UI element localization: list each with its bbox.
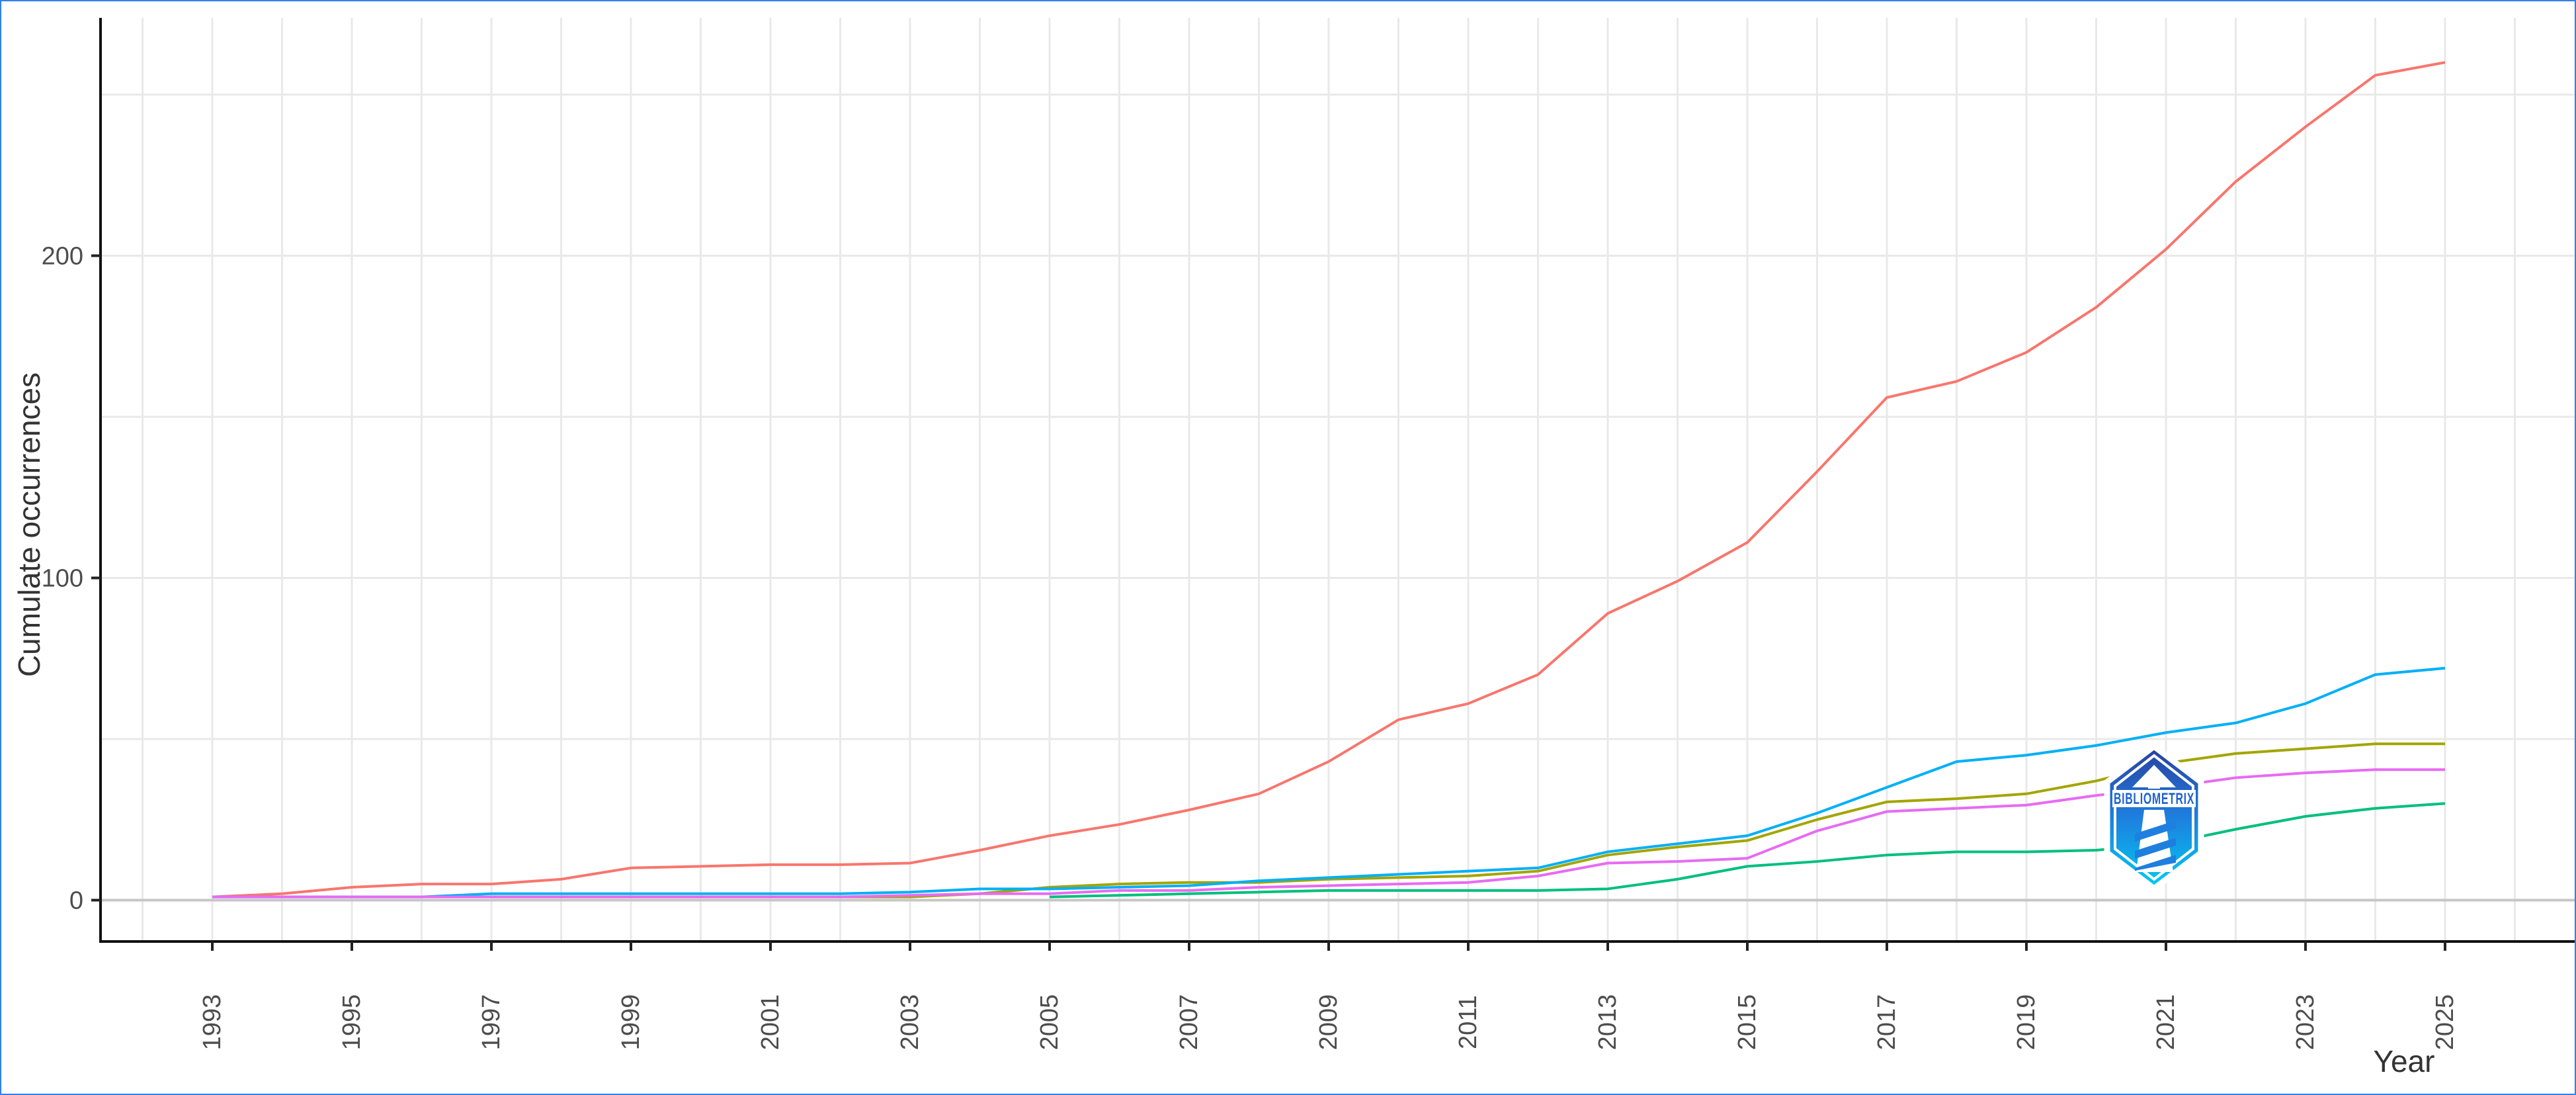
y-axis-title: Cumulate occurrences (12, 372, 46, 677)
logo-lighthouse-lantern (2148, 774, 2160, 789)
x-tick-label: 2023 (2292, 994, 2319, 1051)
x-tick-label: 2003 (896, 994, 924, 1051)
y-tick-label: 200 (42, 243, 83, 271)
logo-band (2112, 790, 2196, 807)
series-lines-layer (212, 61, 2446, 898)
y-tick-label: 0 (69, 887, 83, 915)
x-tick-label: 2017 (1873, 994, 1901, 1051)
x-tick-label: 2009 (1315, 994, 1343, 1051)
x-tick-label: 2019 (2013, 994, 2040, 1051)
series-line-salmon (212, 61, 2446, 898)
x-axis-title: Year (2374, 1044, 2435, 1078)
series-line-green (1049, 802, 2446, 898)
x-tick-label: 2025 (2431, 994, 2459, 1051)
axes-layer (91, 18, 2576, 951)
x-tick-label: 2005 (1036, 994, 1063, 1051)
logo-stair-stripe-2 (2135, 838, 2176, 859)
y-tick-label: 100 (42, 565, 83, 593)
x-tick-label: 1997 (478, 994, 505, 1051)
x-tick-label: 1995 (338, 994, 366, 1051)
x-tick-label: 2011 (1454, 995, 1482, 1049)
logo-inner-hexagon (2114, 754, 2194, 881)
gridlines-layer (101, 18, 2576, 942)
x-tick-label: 2007 (1175, 994, 1203, 1051)
logo-stair-stripe-1 (2135, 820, 2176, 842)
series-line-orchid (212, 768, 2445, 898)
x-tick-label: 2021 (2152, 994, 2180, 1051)
x-tick-label: 2015 (1733, 994, 1761, 1051)
x-tick-label: 2013 (1594, 994, 1622, 1051)
x-tick-label: 2001 (757, 994, 784, 1051)
logo-band-label: BIBLIOMETRIX (2114, 790, 2194, 808)
tick-labels-layer: 1993 1995 1997 1999 2001 2003 2005 2007 2009 2011… (42, 243, 2459, 1051)
x-tick-label: 1999 (617, 994, 645, 1051)
x-tick-label: 1993 (198, 994, 226, 1051)
bibliometrix-logo: BIBLIOMETRIX (2104, 742, 2204, 893)
logo-stair-stripe-3 (2135, 855, 2176, 871)
series-line-azure (212, 666, 2446, 898)
